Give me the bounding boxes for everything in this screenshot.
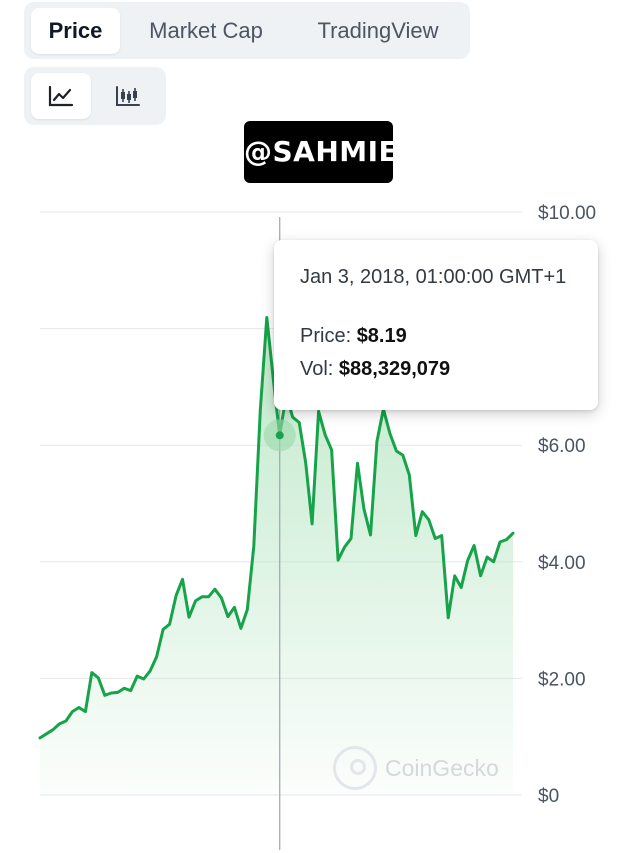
username-watermark: @SAHMIE <box>244 121 398 183</box>
y-tick-label: $6.00 <box>538 436 586 457</box>
line-chart-icon <box>48 85 74 107</box>
tab-market-cap[interactable]: Market Cap <box>149 18 263 43</box>
line-chart-button[interactable] <box>31 73 91 119</box>
chart-type-toggle <box>24 67 166 125</box>
tooltip-price-value: $8.19 <box>356 325 407 347</box>
chart-view-tabs: Price Market Cap TradingView <box>24 2 470 59</box>
tooltip-volume-label: Vol: <box>300 358 334 380</box>
candlestick-chart-button[interactable] <box>98 73 158 119</box>
y-tick-label: $10.00 <box>538 203 596 224</box>
tab-price[interactable]: Price <box>31 8 120 54</box>
tooltip-price-row: Price: $8.19 <box>300 325 598 348</box>
tooltip-price-label: Price: <box>300 325 352 347</box>
tooltip-volume-value: $88,329,079 <box>338 358 451 380</box>
price-chart[interactable]: $0$2.00$4.00$6.00$8.00$10.00 <box>0 190 640 850</box>
candlestick-chart-icon <box>116 86 140 106</box>
brand-name: CoinGecko <box>385 754 499 781</box>
y-tick-label: $4.00 <box>538 553 586 574</box>
tooltip-date: Jan 3, 2018, 01:00:00 GMT+1 <box>300 266 567 288</box>
tooltip-volume-row: Vol: $88,329,079 <box>300 358 598 381</box>
price-area <box>40 317 513 795</box>
highlight-point <box>275 431 284 440</box>
y-tick-label: $2.00 <box>538 669 586 690</box>
coingecko-logo-icon <box>333 746 377 790</box>
coingecko-watermark: CoinGecko <box>333 744 499 792</box>
price-tooltip: Jan 3, 2018, 01:00:00 GMT+1 Price: $8.19… <box>274 240 598 410</box>
y-tick-label: $0 <box>538 786 559 807</box>
tab-tradingview[interactable]: TradingView <box>317 18 439 43</box>
